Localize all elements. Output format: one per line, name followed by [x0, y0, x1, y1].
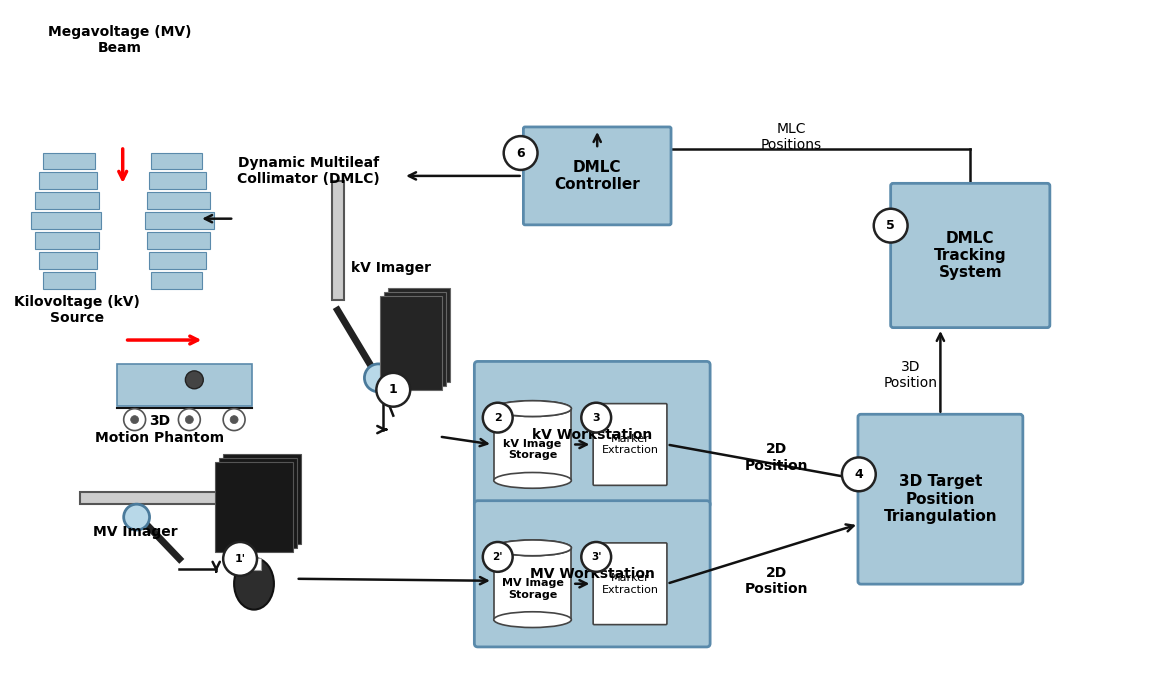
Text: 2: 2	[493, 413, 501, 423]
Bar	[148, 172, 206, 189]
Circle shape	[504, 136, 537, 170]
Bar	[331, 181, 344, 301]
Circle shape	[178, 409, 200, 430]
Text: kV Workstation: kV Workstation	[532, 428, 652, 441]
Circle shape	[842, 457, 876, 491]
Bar	[493, 409, 572, 480]
Text: DMLC
Controller: DMLC Controller	[554, 160, 641, 192]
Bar	[43, 153, 94, 169]
Ellipse shape	[493, 612, 572, 627]
Ellipse shape	[493, 473, 572, 489]
Text: 3D
Motion Phantom: 3D Motion Phantom	[95, 414, 224, 445]
Bar	[384, 291, 446, 387]
Bar	[493, 548, 572, 620]
Text: 6: 6	[516, 146, 524, 160]
Bar	[43, 272, 94, 289]
Text: 2': 2'	[492, 552, 503, 562]
Text: 2D
Position: 2D Position	[744, 442, 808, 473]
Text: Megavoltage (MV)
Beam: Megavoltage (MV) Beam	[48, 24, 191, 55]
Circle shape	[124, 409, 146, 430]
FancyBboxPatch shape	[523, 127, 672, 225]
Circle shape	[483, 403, 513, 432]
Text: MV Imager: MV Imager	[93, 525, 177, 539]
Bar	[223, 455, 301, 544]
Text: MV Workstation: MV Workstation	[530, 567, 654, 581]
Text: Kilovoltage (kV)
Source: Kilovoltage (kV) Source	[14, 295, 140, 325]
Text: kV Image
Storage: kV Image Storage	[504, 439, 561, 460]
Ellipse shape	[235, 558, 274, 609]
Bar	[220, 459, 297, 548]
Bar	[146, 192, 210, 209]
Text: Marker
Extraction: Marker Extraction	[601, 573, 659, 595]
Text: 2D
Position: 2D Position	[744, 566, 808, 596]
FancyBboxPatch shape	[593, 404, 667, 485]
Bar	[36, 232, 99, 249]
Circle shape	[223, 409, 245, 430]
Circle shape	[365, 364, 392, 392]
Bar	[215, 462, 293, 552]
Circle shape	[483, 542, 513, 572]
Bar	[151, 153, 202, 169]
Circle shape	[185, 371, 204, 389]
Text: 3': 3'	[591, 552, 601, 562]
Text: 3: 3	[592, 413, 600, 423]
Bar	[36, 192, 99, 209]
Bar	[31, 212, 101, 229]
Bar	[39, 252, 97, 269]
Bar	[117, 364, 252, 406]
Text: kV Imager: kV Imager	[352, 262, 431, 276]
Circle shape	[223, 542, 256, 576]
Ellipse shape	[493, 540, 572, 556]
FancyBboxPatch shape	[593, 543, 667, 625]
Bar	[389, 288, 450, 382]
Ellipse shape	[493, 540, 572, 556]
Bar	[39, 172, 97, 189]
Text: Dynamic Multileaf
Collimator (DMLC): Dynamic Multileaf Collimator (DMLC)	[237, 156, 381, 186]
Circle shape	[230, 416, 238, 423]
Bar	[247, 558, 261, 570]
Bar	[79, 492, 239, 504]
Circle shape	[185, 416, 193, 423]
Text: 1: 1	[389, 383, 398, 396]
Circle shape	[376, 373, 411, 407]
FancyBboxPatch shape	[474, 500, 710, 647]
Bar	[146, 232, 210, 249]
Text: 3D Target
Position
Triangulation: 3D Target Position Triangulation	[883, 474, 997, 524]
Ellipse shape	[493, 400, 572, 416]
FancyBboxPatch shape	[890, 183, 1050, 328]
Bar	[151, 272, 202, 289]
Text: Marker
Extraction: Marker Extraction	[601, 434, 659, 455]
Bar	[148, 252, 206, 269]
Circle shape	[404, 421, 419, 434]
Text: 5: 5	[887, 219, 895, 232]
Circle shape	[581, 542, 611, 572]
FancyBboxPatch shape	[474, 362, 710, 507]
FancyBboxPatch shape	[858, 414, 1022, 584]
Bar	[381, 296, 442, 390]
Text: 3D
Position: 3D Position	[883, 359, 937, 390]
Ellipse shape	[493, 400, 572, 416]
Circle shape	[124, 504, 150, 530]
Text: MLC
Positions: MLC Positions	[760, 122, 822, 152]
Bar	[145, 212, 214, 229]
Circle shape	[131, 416, 139, 423]
Text: 4: 4	[854, 468, 864, 481]
Circle shape	[581, 403, 611, 432]
Text: 1': 1'	[235, 554, 246, 564]
Text: MV Image
Storage: MV Image Storage	[501, 578, 564, 600]
Circle shape	[874, 209, 907, 242]
Text: DMLC
Tracking
System: DMLC Tracking System	[934, 230, 1006, 280]
